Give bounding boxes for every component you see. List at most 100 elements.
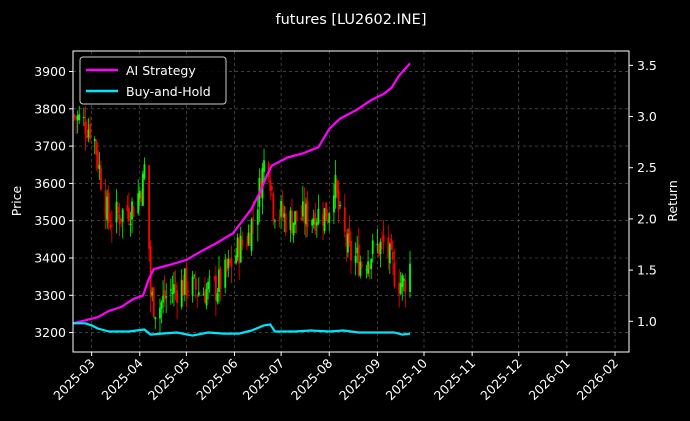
candle-body bbox=[131, 201, 133, 220]
candle-body bbox=[295, 210, 298, 221]
y-right-tick-label: 2.0 bbox=[637, 211, 657, 226]
candle-body bbox=[360, 264, 363, 267]
candle-body bbox=[205, 288, 208, 306]
candle-body bbox=[291, 211, 293, 233]
candle-body bbox=[176, 289, 178, 303]
y-left-tick-label: 3800 bbox=[34, 101, 66, 116]
candle-body bbox=[100, 168, 102, 190]
candle-body bbox=[269, 180, 272, 191]
candle-body bbox=[284, 213, 287, 233]
candle-body bbox=[272, 193, 275, 220]
candle-body bbox=[141, 173, 144, 206]
candle-body bbox=[196, 295, 199, 297]
candle-body bbox=[336, 180, 338, 194]
candle-body bbox=[399, 283, 402, 294]
candle-body bbox=[294, 211, 296, 225]
candle-body bbox=[143, 164, 146, 179]
candle-body bbox=[273, 220, 276, 222]
series-layer bbox=[72, 62, 411, 337]
candle-body bbox=[208, 276, 211, 278]
candle-body bbox=[162, 295, 164, 303]
candle-body bbox=[216, 293, 219, 302]
candle-body bbox=[148, 165, 151, 249]
candle-body bbox=[126, 205, 129, 211]
candle-body bbox=[187, 290, 189, 293]
candle-body bbox=[78, 114, 81, 121]
candle-body bbox=[87, 129, 90, 138]
plot-frame bbox=[72, 50, 630, 353]
x-tick-label: 2025-04 bbox=[98, 355, 146, 403]
candle-body bbox=[86, 135, 88, 138]
y-axis-label-left: Price bbox=[9, 185, 24, 216]
candle-body bbox=[213, 277, 216, 279]
candle-body bbox=[96, 150, 99, 168]
candle-body bbox=[169, 289, 172, 291]
candle-body bbox=[317, 208, 320, 224]
candle-body bbox=[159, 307, 161, 319]
candle-body bbox=[151, 291, 154, 296]
y-axis-label-right: Return bbox=[665, 180, 680, 221]
candle-body bbox=[409, 263, 411, 293]
y-left-tick-label: 3400 bbox=[34, 251, 66, 266]
x-tick-label: 2025-06 bbox=[193, 355, 241, 403]
candle-body bbox=[334, 174, 337, 198]
candle-body bbox=[110, 224, 113, 227]
candle-body bbox=[367, 261, 369, 274]
candle-body bbox=[387, 237, 390, 258]
candle-body bbox=[137, 193, 140, 214]
candle-body bbox=[328, 213, 331, 223]
candle-body bbox=[174, 284, 177, 289]
x-axis: 2025-03 2025-04 2025-05 2025-06 2025-07 2025-… bbox=[50, 352, 621, 403]
candle-body bbox=[89, 123, 91, 140]
candle-body bbox=[115, 201, 118, 223]
candle-body bbox=[241, 239, 244, 246]
chart-title: futures [LU2602.INE] bbox=[276, 12, 427, 28]
candle-body bbox=[314, 213, 317, 231]
candle-body bbox=[390, 238, 393, 250]
candle-body bbox=[326, 219, 329, 223]
x-tick-label: 2025-10 bbox=[383, 355, 431, 403]
candle-body bbox=[325, 202, 328, 221]
candle-body bbox=[236, 237, 239, 258]
candle-body bbox=[379, 241, 382, 255]
candle-body bbox=[337, 190, 340, 211]
candle-body bbox=[84, 121, 87, 135]
candle-body bbox=[376, 243, 379, 245]
candle-body bbox=[160, 302, 163, 309]
y-right-tick-label: 1.0 bbox=[637, 314, 657, 329]
candle-body bbox=[270, 185, 273, 190]
candle-body bbox=[129, 223, 132, 226]
x-tick-label: 2025-09 bbox=[336, 355, 384, 403]
y-left-tick-label: 3900 bbox=[34, 64, 66, 79]
candle-body bbox=[93, 138, 96, 142]
candle-body bbox=[191, 276, 194, 296]
candle-body bbox=[183, 268, 186, 295]
candle-body bbox=[106, 196, 109, 221]
candle-body bbox=[306, 200, 309, 227]
candle-body bbox=[292, 222, 295, 236]
candle-body bbox=[117, 207, 119, 214]
candle-body bbox=[193, 275, 196, 277]
candle-body bbox=[118, 214, 121, 224]
candle-body bbox=[197, 292, 200, 296]
x-tick-label: 2025-08 bbox=[288, 355, 336, 403]
left-axis: 3200 3300 3400 3500 3600 3700 3800 3900 bbox=[34, 64, 73, 340]
candle-body bbox=[173, 284, 175, 294]
candle-body bbox=[219, 268, 222, 289]
candle-body bbox=[252, 217, 255, 220]
candle-body bbox=[381, 237, 383, 239]
candle-body bbox=[388, 243, 391, 264]
legend-buy-and-hold-label: Buy-and-Hold bbox=[126, 84, 211, 99]
candle-body bbox=[140, 192, 143, 202]
candle-body bbox=[289, 210, 292, 231]
candle-body bbox=[138, 191, 141, 199]
y-left-tick-label: 3300 bbox=[34, 288, 66, 303]
candle-body bbox=[165, 296, 168, 298]
candle-body bbox=[98, 165, 101, 170]
right-axis: 1.0 1.5 2.0 2.5 3.0 3.5 bbox=[629, 58, 657, 329]
candle-body bbox=[171, 292, 174, 295]
candle-body bbox=[356, 247, 359, 254]
candle-body bbox=[238, 239, 241, 264]
candle-body bbox=[368, 265, 371, 270]
candle-body bbox=[73, 115, 76, 117]
